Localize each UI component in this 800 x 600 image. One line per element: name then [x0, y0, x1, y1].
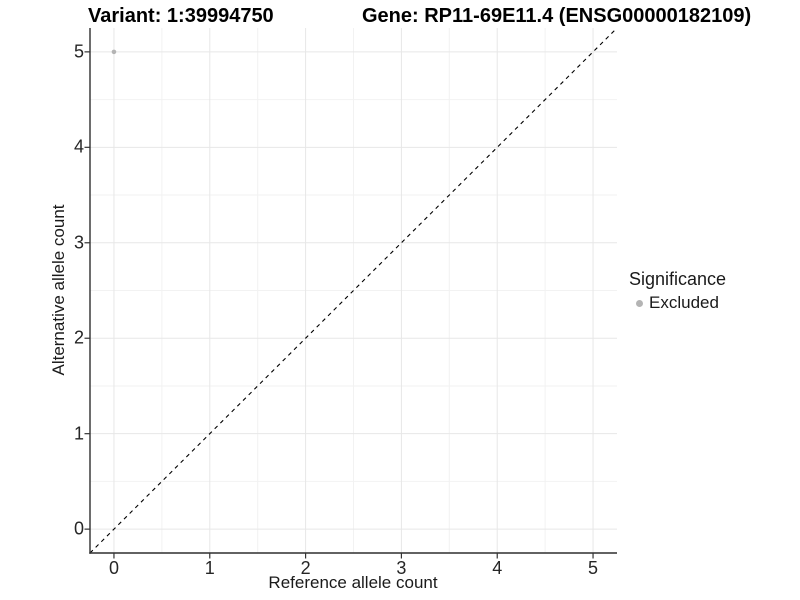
legend: Significance Excluded [629, 269, 726, 313]
y-tick-label: 0 [73, 518, 84, 539]
identity-line [89, 27, 618, 554]
y-tick-label: 5 [73, 41, 84, 62]
x-axis-title: Reference allele count [268, 573, 438, 592]
x-tick-label: 0 [108, 558, 119, 578]
data-point [111, 49, 117, 55]
y-tick-label: 3 [73, 232, 84, 253]
y-tick-label: 2 [73, 327, 84, 348]
x-tick-label: 2 [300, 558, 311, 578]
x-tick-label: 1 [204, 558, 215, 578]
plot-title-variant: Variant: 1:39994750 [88, 5, 274, 27]
x-tick-label: 5 [588, 558, 599, 578]
legend-item-excluded: Excluded [629, 293, 726, 313]
y-axis-title: Alternative allele count [49, 204, 68, 376]
excluded-point-icon [636, 299, 643, 307]
plot-title-gene: Gene: RP11-69E11.4 (ENSG00000182109) [362, 5, 752, 27]
x-tick-label: 4 [492, 558, 503, 578]
y-tick-label: 1 [73, 423, 84, 444]
y-tick-label: 4 [73, 136, 84, 157]
x-tick-label: 3 [396, 558, 407, 578]
legend-title: Significance [629, 269, 727, 289]
legend-item-label: Excluded [649, 293, 719, 312]
